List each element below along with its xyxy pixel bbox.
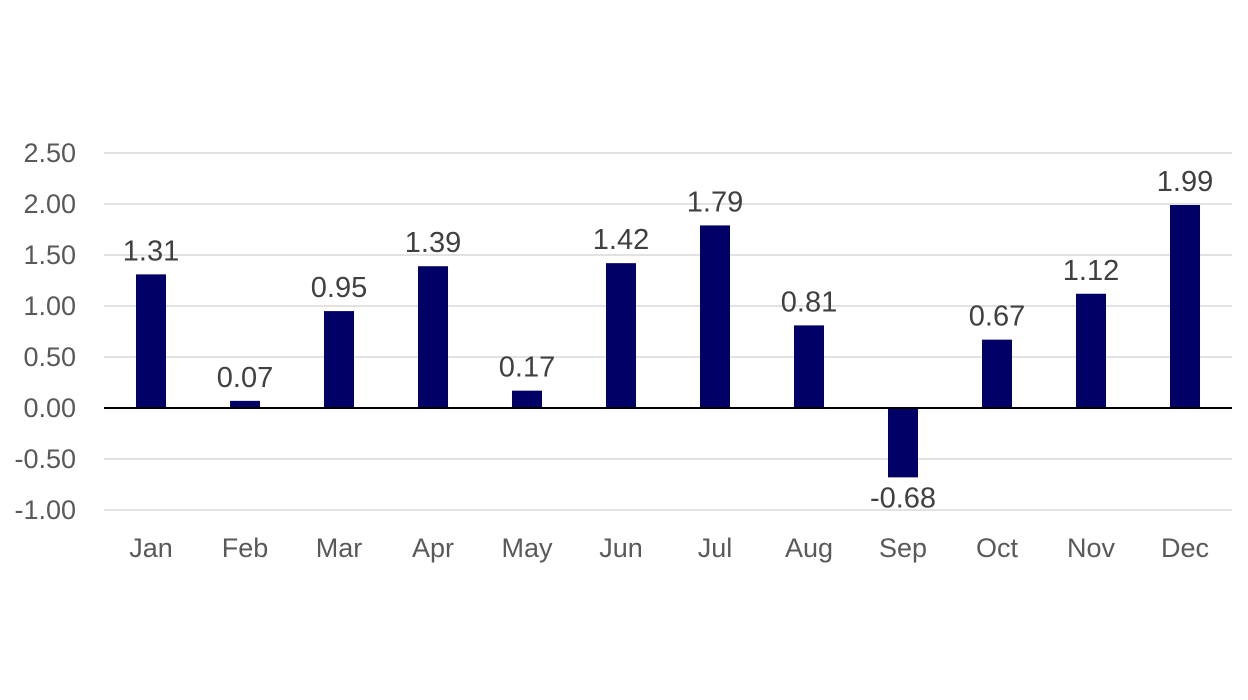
- y-tick-label: 2.50: [23, 138, 76, 168]
- bar: [888, 408, 918, 478]
- bar: [700, 225, 730, 408]
- data-label: 0.17: [499, 352, 555, 384]
- x-tick-label: Oct: [976, 533, 1019, 563]
- y-tick-label: -0.50: [14, 444, 76, 474]
- data-label: 1.42: [593, 224, 649, 256]
- x-tick-label: May: [501, 533, 553, 563]
- y-axis-tick-labels: 2.50 2.00 1.50 1.00 0.50 0.00 -0.50 -1.00: [14, 138, 76, 525]
- bar: [794, 325, 824, 408]
- x-tick-label: Dec: [1161, 533, 1209, 563]
- data-label: 1.79: [687, 186, 743, 218]
- data-label: -0.68: [870, 482, 936, 514]
- y-tick-label: 0.50: [23, 342, 76, 372]
- y-tick-label: 1.00: [23, 291, 76, 321]
- data-label: 1.99: [1157, 166, 1213, 198]
- x-tick-label: Jul: [698, 533, 733, 563]
- x-tick-label: Apr: [412, 533, 454, 563]
- bar: [324, 311, 354, 408]
- bars: [136, 205, 1200, 478]
- bar: [1170, 205, 1200, 408]
- x-tick-label: Jun: [599, 533, 643, 563]
- bar: [230, 400, 260, 408]
- bar: [418, 266, 448, 408]
- x-tick-label: Nov: [1067, 533, 1116, 563]
- x-tick-label: Aug: [785, 533, 833, 563]
- y-tick-label: 0.00: [23, 393, 76, 423]
- x-tick-label: Sep: [879, 533, 927, 563]
- data-label: 0.95: [311, 272, 367, 304]
- bar: [1076, 293, 1106, 408]
- x-tick-label: Jan: [129, 533, 173, 563]
- bar: [982, 339, 1012, 408]
- data-label: 1.39: [405, 227, 461, 259]
- bar: [136, 274, 166, 408]
- data-labels: 1.31 0.07 0.95 1.39 0.17 1.42 1.79 0.81 -0.68 0.6…: [123, 166, 1213, 514]
- data-label: 0.07: [217, 362, 273, 394]
- data-label: 1.31: [123, 235, 179, 267]
- data-label: 0.81: [781, 286, 837, 318]
- x-tick-label: Mar: [316, 533, 363, 563]
- bar: [606, 263, 636, 408]
- bar: [512, 390, 542, 408]
- y-tick-label: -1.00: [14, 495, 76, 525]
- data-label: 0.67: [969, 301, 1025, 333]
- x-axis-tick-labels: Jan Feb Mar Apr May Jun Jul Aug Sep Oct Nov Dec: [129, 533, 1209, 563]
- y-tick-label: 1.50: [23, 240, 76, 270]
- gridlines: [104, 152, 1232, 511]
- y-tick-label: 2.00: [23, 189, 76, 219]
- data-label: 1.12: [1063, 255, 1119, 287]
- x-tick-label: Feb: [222, 533, 269, 563]
